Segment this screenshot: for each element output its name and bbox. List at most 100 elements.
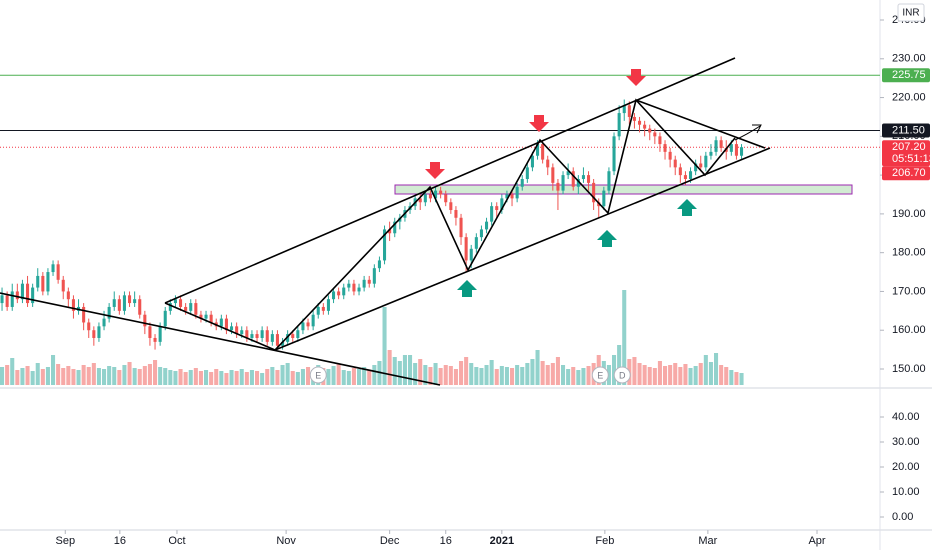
candle-body: [199, 314, 203, 319]
volume-bar: [300, 369, 305, 385]
candle-body: [10, 291, 14, 307]
candle-body: [316, 306, 320, 315]
channel-lower: [274, 147, 771, 351]
volume-bar: [142, 366, 147, 385]
volume-bar: [469, 363, 474, 385]
volume-bar: [423, 365, 428, 385]
volume-bar: [204, 370, 209, 385]
volume-bar: [637, 363, 642, 385]
volume-bar: [555, 357, 560, 385]
volume-bar: [137, 369, 142, 385]
volume-bar: [571, 367, 576, 385]
up-arrow: [597, 230, 617, 247]
event-marker: [309, 366, 327, 384]
volume-bar: [147, 364, 152, 385]
candle-body: [627, 105, 631, 117]
lower-y-tick-label: 30.00: [892, 436, 920, 448]
candle-body: [393, 221, 397, 234]
candle-body: [102, 318, 106, 327]
volume-bar: [428, 367, 433, 385]
volume-bar: [397, 361, 402, 385]
axes: 150.00160.00170.00180.00190.00200.00210.…: [55, 14, 932, 547]
volume-bar: [688, 368, 693, 385]
candle-body: [740, 147, 744, 156]
candle-body: [622, 105, 626, 114]
volume-bar: [351, 368, 356, 385]
candle-body: [638, 120, 642, 125]
candle-body: [306, 322, 310, 327]
y-tick-label: 160.00: [892, 324, 926, 336]
volume-bar: [729, 370, 734, 385]
candle-body: [449, 202, 453, 211]
candle-body: [112, 299, 116, 307]
candle-body: [632, 116, 636, 121]
volume-bar: [724, 367, 729, 385]
volume-bar: [362, 367, 367, 385]
currency-badge: [897, 3, 925, 22]
candle-body: [566, 171, 570, 176]
volume-bar: [357, 369, 362, 385]
candle-body: [668, 151, 672, 160]
candle-body: [61, 279, 65, 292]
volume-bar: [382, 307, 387, 385]
candle-body: [479, 229, 483, 238]
candle-body: [556, 182, 560, 191]
volume-bar: [642, 365, 647, 385]
volume-bar: [714, 353, 719, 385]
candle-body: [82, 306, 86, 323]
volume-bar: [448, 366, 453, 385]
candle-body: [377, 260, 381, 269]
candle-body: [612, 136, 616, 172]
volume-bar: [244, 372, 249, 385]
lower-y-tick-label: 10.00: [892, 486, 920, 498]
volume-bar: [443, 365, 448, 385]
trend-line: [0, 292, 441, 386]
candle-body: [536, 144, 540, 156]
volume-bar: [693, 366, 698, 385]
volume-bar: [234, 371, 239, 385]
candle-body: [607, 171, 611, 191]
candle-body: [500, 198, 504, 211]
candle-body: [250, 334, 254, 338]
volume-bar: [81, 365, 86, 385]
volume-bar: [183, 372, 188, 385]
y-tick-label: 150.00: [892, 363, 926, 375]
candle-body: [143, 314, 147, 327]
volume-bar: [668, 365, 673, 385]
volume-bar: [510, 368, 515, 385]
candle-body: [388, 229, 392, 234]
candle-body: [444, 194, 448, 203]
candle-body: [128, 295, 132, 304]
volume-bar: [474, 367, 479, 385]
volume-bar: [535, 350, 540, 385]
candle-body: [643, 124, 647, 129]
candle-body: [490, 206, 494, 222]
volume-bar: [408, 355, 413, 385]
volume-bar: [102, 369, 107, 385]
channel-upper: [164, 57, 736, 304]
volume-bar: [683, 364, 688, 385]
candle-body: [41, 275, 45, 292]
candle-body: [367, 279, 371, 284]
candle-body: [20, 283, 24, 300]
candle-body: [683, 175, 687, 179]
candle-body: [495, 206, 499, 211]
projection-arrow: [734, 124, 762, 141]
volume-bar: [117, 370, 122, 385]
candle-body: [133, 299, 137, 304]
volume-bar: [346, 371, 351, 385]
volume-bar: [484, 365, 489, 385]
volume-bar: [678, 367, 683, 385]
y-tick-label: 230.00: [892, 53, 926, 65]
candle-body: [648, 128, 652, 133]
y-tick-label: 180.00: [892, 247, 926, 259]
candle-body: [602, 190, 606, 207]
x-tick-label: Nov: [276, 535, 296, 547]
volume-bar: [413, 363, 418, 385]
candle-body: [551, 167, 555, 183]
volume-bar: [657, 361, 662, 385]
volume-bar: [15, 370, 20, 385]
volume-bar: [188, 370, 193, 385]
x-tick-label: Dec: [380, 535, 400, 547]
candle-body: [117, 299, 121, 311]
